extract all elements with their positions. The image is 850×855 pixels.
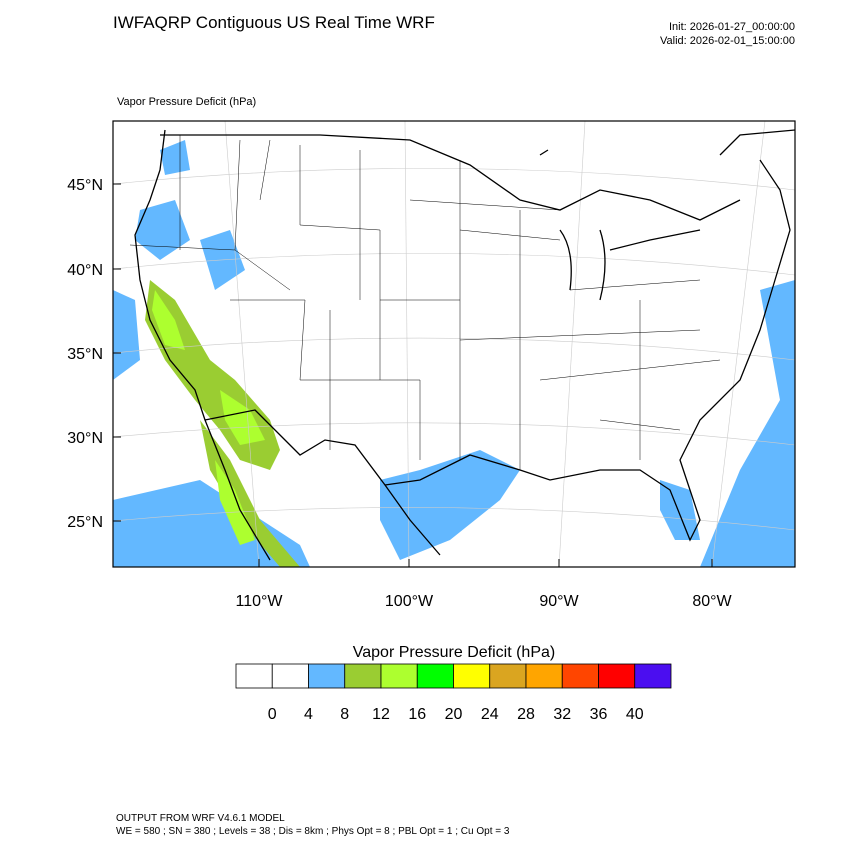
title: IWFAQRP Contiguous US Real Time WRF <box>113 13 435 32</box>
colorbar: Vapor Pressure Deficit (hPa) 0 4 8 12 16 20 24 2… <box>235 644 672 723</box>
colorbar-title: Vapor Pressure Deficit (hPa) <box>353 644 555 661</box>
colorbar-label: 36 <box>590 706 608 723</box>
map-axes: 45°N 40°N 35°N 30°N 25°N 110°W 100°W 90°W 80°W <box>67 177 732 610</box>
colorbar-label: 32 <box>553 706 571 723</box>
map-frame <box>112 120 796 568</box>
colorbar-box <box>416 663 454 689</box>
colorbar-label: 16 <box>408 706 426 723</box>
lon-label: 100°W <box>385 593 434 610</box>
colorbar-box <box>634 663 672 689</box>
lat-label: 30°N <box>67 430 103 447</box>
colorbar-label: 8 <box>340 706 349 723</box>
colorbar-box <box>235 663 273 689</box>
colorbar-label: 24 <box>481 706 499 723</box>
lat-label: 35°N <box>67 346 103 363</box>
footer-line: WE = 580 ; SN = 380 ; Levels = 38 ; Dis … <box>116 826 510 837</box>
colorbar-box <box>308 663 346 689</box>
colorbar-box <box>453 663 491 689</box>
colorbar-label: 20 <box>445 706 463 723</box>
map <box>113 121 795 567</box>
lat-label: 40°N <box>67 262 103 279</box>
colorbar-box <box>489 663 527 689</box>
colorbar-label: 4 <box>304 706 313 723</box>
colorbar-box <box>525 663 563 689</box>
init-time: Init: 2026-01-27_00:00:00 <box>669 21 795 33</box>
colorbar-box <box>271 663 309 689</box>
lat-label: 25°N <box>67 514 103 531</box>
footer-line: OUTPUT FROM WRF V4.6.1 MODEL <box>116 813 285 824</box>
colorbar-label: 12 <box>372 706 390 723</box>
lon-label: 110°W <box>235 593 283 610</box>
colorbar-label: 0 <box>268 706 277 723</box>
lon-label: 80°W <box>692 593 732 610</box>
colorbar-box <box>598 663 636 689</box>
lon-label: 90°W <box>539 593 579 610</box>
valid-time: Valid: 2026-02-01_15:00:00 <box>660 35 795 47</box>
colorbar-box <box>561 663 599 689</box>
colorbar-box <box>344 663 382 689</box>
colorbar-label: 40 <box>626 706 644 723</box>
map-subtitle: Vapor Pressure Deficit (hPa) <box>117 96 256 108</box>
colorbar-label: 28 <box>517 706 535 723</box>
colorbar-box <box>380 663 418 689</box>
lat-label: 45°N <box>67 177 103 194</box>
